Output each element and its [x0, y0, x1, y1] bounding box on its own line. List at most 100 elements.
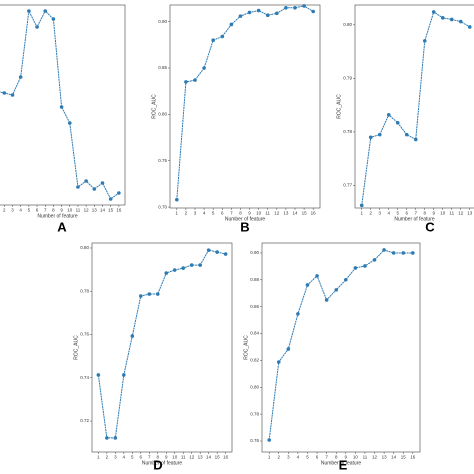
- x-tick-label: 6: [140, 455, 143, 460]
- x-axis-label: Number of feature: [321, 460, 362, 466]
- point: [324, 298, 329, 302]
- point: [296, 312, 300, 316]
- point: [211, 38, 215, 43]
- point: [293, 5, 297, 10]
- y-tick-label: 0.72: [80, 418, 89, 423]
- x-axis-label: Number of feature: [225, 216, 266, 222]
- x-tick-label: 10: [67, 208, 73, 213]
- x-tick-label: 9: [165, 455, 168, 460]
- point: [305, 283, 310, 287]
- y-axis-label: ROC_AUC: [151, 94, 157, 119]
- x-tick-label: 4: [387, 211, 390, 216]
- point: [113, 436, 118, 440]
- point: [122, 373, 126, 377]
- x-tick-label: 6: [221, 211, 224, 216]
- point: [449, 17, 454, 22]
- x-tick-label: 2: [3, 208, 6, 213]
- x-tick-label: 14: [292, 211, 298, 216]
- point: [202, 66, 206, 70]
- point: [275, 11, 279, 16]
- point: [84, 179, 88, 183]
- y-tick-label: 0.80: [80, 245, 89, 250]
- point: [359, 203, 364, 208]
- y-tick-label: 0.88: [250, 277, 259, 282]
- series-line: [97, 249, 226, 439]
- x-tick-label: 1: [360, 211, 363, 216]
- y-tick-label: 0.80: [158, 112, 167, 117]
- point: [229, 22, 234, 27]
- point: [100, 181, 105, 185]
- point: [353, 266, 358, 270]
- panel: 1 2 3 4 5 6 7 8 9 10 11 12 13 14 15 160.760.780.800.820…: [243, 242, 421, 472]
- x-tick-label: 3: [287, 455, 290, 460]
- point: [92, 187, 97, 191]
- panel-label: E: [339, 457, 348, 472]
- x-tick-label: 7: [148, 455, 151, 460]
- point: [440, 16, 445, 20]
- y-tick-label: 0.78: [80, 288, 89, 293]
- x-tick-label: 13: [382, 455, 388, 460]
- point: [422, 39, 427, 43]
- point: [155, 292, 160, 296]
- y-tick-label: 0.80: [343, 22, 352, 27]
- y-axis-label: ROC_AUC: [243, 335, 249, 360]
- point: [184, 80, 188, 84]
- y-tick-label: 0.70: [158, 204, 167, 209]
- x-tick-label: 10: [172, 455, 178, 460]
- x-tick-label: 13: [467, 211, 473, 216]
- point: [334, 288, 339, 292]
- x-tick-label: 2: [106, 455, 109, 460]
- x-tick-label: 13: [283, 211, 289, 216]
- x-tick-label: 8: [423, 211, 426, 216]
- x-tick-label: 6: [316, 455, 319, 460]
- point: [265, 13, 270, 17]
- point: [315, 274, 319, 278]
- x-tick-label: 9: [60, 208, 63, 213]
- x-tick-label: 3: [11, 208, 14, 213]
- x-tick-label: 4: [19, 208, 22, 213]
- point: [368, 135, 373, 140]
- y-tick-label: 0.80: [250, 384, 259, 389]
- y-tick-label: 0.85: [158, 65, 167, 70]
- x-tick-label: 9: [345, 455, 348, 460]
- point: [181, 266, 186, 270]
- x-tick-label: 4: [123, 455, 126, 460]
- panel: 1 2 3 4 5 6 7 8 9 10 11 12 13 14 15 160.720.740.760.780…: [73, 242, 233, 472]
- y-tick-label: 0.90: [250, 250, 259, 255]
- point: [404, 132, 409, 137]
- x-tick-label: 11: [363, 455, 368, 460]
- point: [189, 263, 194, 267]
- point: [147, 292, 152, 296]
- x-axis-label: Number of feature: [394, 216, 435, 222]
- point: [311, 9, 315, 14]
- x-tick-label: 11: [449, 211, 454, 216]
- y-tick-label: 0.82: [250, 358, 259, 363]
- y-axis-label: ROC_AUC: [73, 335, 79, 360]
- point: [395, 121, 400, 125]
- x-tick-label: 11: [181, 455, 186, 460]
- y-tick-label: 0.75: [158, 158, 167, 163]
- panel-label: C: [425, 219, 435, 234]
- point: [256, 8, 261, 13]
- panel-label: A: [57, 219, 67, 234]
- x-tick-label: 12: [274, 211, 280, 216]
- point: [467, 25, 472, 29]
- y-tick-label: 0.79: [343, 76, 352, 81]
- axes-frame: [0, 4, 126, 206]
- point: [175, 197, 179, 202]
- x-tick-label: 15: [302, 211, 308, 216]
- x-tick-label: 7: [230, 211, 233, 216]
- x-tick-label: 8: [52, 208, 55, 213]
- x-tick-label: 10: [256, 211, 262, 216]
- x-tick-label: 1: [97, 455, 100, 460]
- x-tick-label: 12: [84, 208, 90, 213]
- axes-frame: [169, 4, 321, 209]
- x-tick-label: 10: [440, 211, 446, 216]
- point: [458, 19, 463, 24]
- y-tick-label: 0.74: [80, 375, 89, 380]
- point: [206, 248, 211, 252]
- point: [10, 93, 15, 97]
- point: [220, 34, 225, 39]
- point: [238, 14, 243, 18]
- panel: 1 2 3 4 5 6 7 8 9 10 11 12 13 14 15 160.700.750.800.850…: [151, 4, 321, 234]
